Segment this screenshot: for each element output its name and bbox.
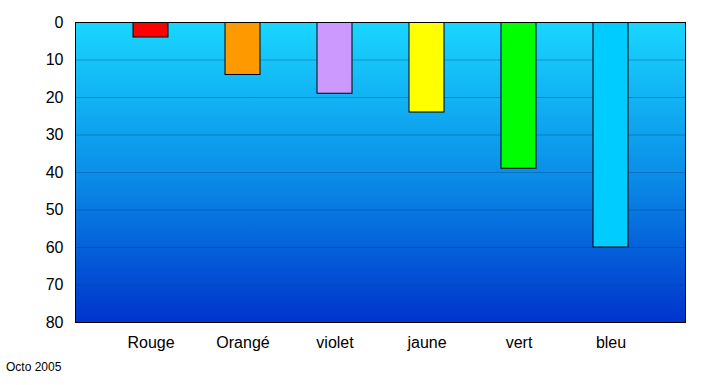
svg-text:30: 30 bbox=[46, 126, 64, 143]
svg-text:violet: violet bbox=[316, 334, 354, 351]
svg-text:Rouge: Rouge bbox=[127, 334, 174, 351]
svg-text:60: 60 bbox=[46, 239, 64, 256]
svg-text:20: 20 bbox=[46, 89, 64, 106]
svg-text:50: 50 bbox=[46, 201, 64, 218]
svg-text:Orangé: Orangé bbox=[216, 334, 269, 351]
svg-text:bleu: bleu bbox=[596, 334, 626, 351]
svg-text:80: 80 bbox=[46, 314, 64, 331]
svg-text:40: 40 bbox=[46, 164, 64, 181]
html-text:Octo 2005: Octo 2005 bbox=[6, 360, 62, 374]
svg-text:vert: vert bbox=[506, 334, 533, 351]
svg-text:70: 70 bbox=[46, 276, 64, 293]
svg-text:0: 0 bbox=[55, 14, 64, 31]
svg-text:10: 10 bbox=[46, 51, 64, 68]
svg-text:jaune: jaune bbox=[406, 334, 446, 351]
